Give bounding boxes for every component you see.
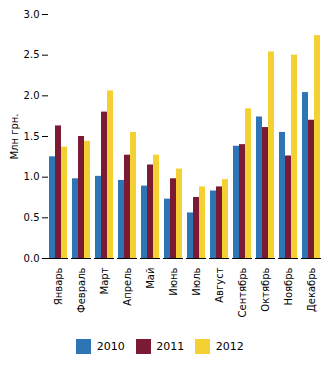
svg-text:0.5: 0.5	[24, 212, 40, 223]
svg-text:Сентябрь: Сентябрь	[237, 267, 248, 317]
svg-text:3.0: 3.0	[24, 9, 40, 20]
svg-text:Август: Август	[214, 267, 225, 302]
svg-text:Декабрь: Декабрь	[306, 267, 317, 312]
html-text:2010: 2010	[96, 340, 125, 353]
svg-text:Февраль: Февраль	[76, 267, 87, 313]
svg-text:Июль: Июль	[191, 267, 202, 295]
svg-text:1.5: 1.5	[24, 131, 40, 142]
html-text:2011: 2011	[156, 340, 185, 353]
html-text:2012: 2012	[215, 340, 244, 353]
svg-text:Апрель: Апрель	[122, 267, 133, 305]
svg-text:Январь: Январь	[53, 267, 64, 305]
svg-text:2.5: 2.5	[24, 49, 40, 60]
svg-text:Июнь: Июнь	[168, 267, 179, 295]
svg-text:1.0: 1.0	[24, 171, 40, 182]
svg-text:Млн грн.: Млн грн.	[9, 113, 20, 159]
svg-text:Ноябрь: Ноябрь	[283, 267, 294, 305]
svg-text:Октябрь: Октябрь	[260, 267, 271, 311]
svg-text:2.0: 2.0	[24, 90, 40, 101]
svg-text:Март: Март	[99, 267, 110, 294]
svg-text:Май: Май	[145, 268, 156, 289]
svg-text:0.0: 0.0	[24, 253, 40, 264]
